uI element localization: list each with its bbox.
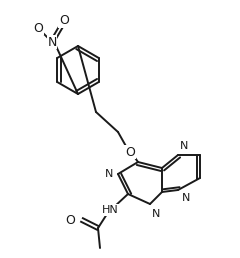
Text: N: N — [47, 36, 57, 49]
Text: N: N — [105, 169, 113, 179]
Text: O: O — [59, 14, 69, 28]
Text: HN: HN — [102, 205, 118, 215]
Text: O: O — [125, 146, 135, 158]
Text: N: N — [182, 193, 190, 203]
Text: N: N — [180, 141, 188, 151]
Text: O: O — [65, 214, 75, 227]
Text: N: N — [152, 209, 160, 219]
Text: O: O — [33, 21, 43, 35]
